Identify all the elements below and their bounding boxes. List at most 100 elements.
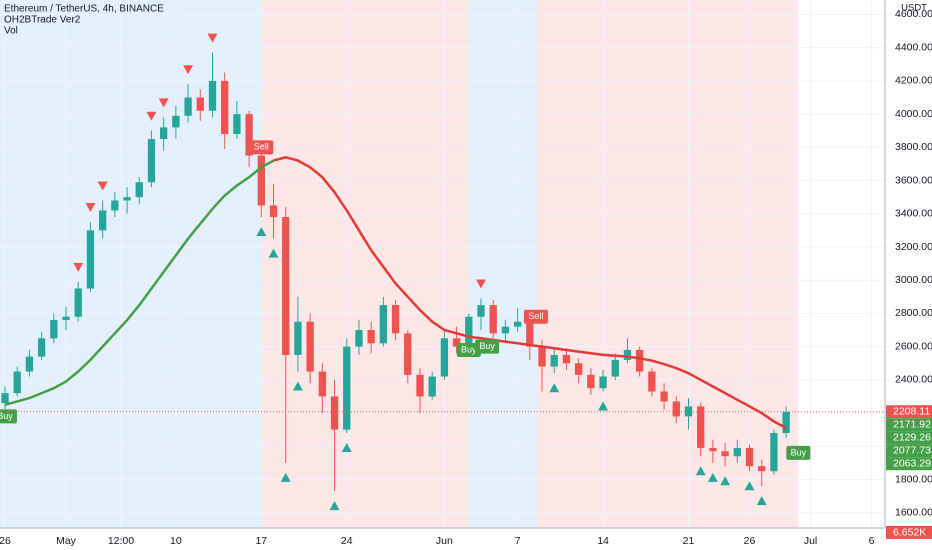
axes: 1600.001800.002000.002200.002400.002600.… (0, 8, 932, 547)
sell-marker (97, 181, 108, 191)
sell-marker (158, 98, 169, 108)
price-label-box (886, 457, 932, 471)
y-tick-label: 4400.00 (895, 41, 932, 53)
background (0, 0, 885, 528)
candle-body (355, 330, 363, 347)
price-label-box (886, 405, 932, 419)
buy-marker (720, 476, 731, 486)
x-tick-label: 26 (744, 535, 756, 547)
signal-label: Buy (0, 411, 13, 421)
y-tick-label: 3400.00 (895, 208, 932, 220)
price-label-box (886, 444, 932, 458)
buy-marker (695, 466, 706, 476)
candle-body (611, 359, 619, 377)
buy-marker (549, 383, 560, 393)
y-tick-label: 4200.00 (895, 75, 932, 87)
candle-body (367, 330, 375, 344)
sell-marker (476, 279, 487, 289)
sell-marker (207, 33, 218, 43)
buy-marker (329, 501, 340, 511)
price-label: 2129.26 (893, 432, 931, 444)
x-tick-label: Jul (804, 535, 817, 547)
candle-body (501, 326, 510, 334)
candle-body (489, 305, 497, 334)
candle-body (147, 139, 156, 183)
candle-body (428, 376, 436, 397)
chart-title: Ethereum / TetherUS, 4h, BINANCE (4, 4, 164, 15)
signal-label-box (249, 140, 274, 155)
candle-body (587, 374, 595, 389)
candle-body (733, 447, 741, 457)
candle-body (391, 305, 400, 334)
candle-body (709, 447, 717, 452)
buy-marker (268, 248, 279, 258)
candle-body (684, 406, 693, 417)
sell-marker (73, 262, 84, 272)
candle-body (13, 371, 21, 394)
x-tick-label: May (56, 535, 77, 547)
indicator-title: OH2BTrade Ver2 (4, 15, 81, 26)
price-label-box (886, 431, 932, 445)
session-band (468, 0, 538, 528)
y-tick-label: 4600.00 (895, 8, 932, 20)
buy-marker (744, 481, 755, 491)
volume-title: Vol (4, 26, 18, 37)
candle-body (37, 338, 46, 357)
buy-marker (756, 496, 767, 506)
candle-body (172, 115, 180, 128)
signal-label-box (523, 309, 548, 324)
candle-body (282, 217, 290, 355)
buy-marker (598, 401, 609, 411)
candle-body (697, 406, 705, 448)
candle-body (660, 391, 668, 402)
x-tick-label: 14 (597, 535, 609, 547)
candle-body (574, 363, 583, 375)
candle-body (452, 338, 461, 347)
candle-body (160, 127, 168, 140)
candle-body (440, 338, 449, 377)
candle-body (208, 80, 217, 111)
volume-label: 6.652K (893, 526, 926, 538)
x-tick-label: 12:00 (108, 535, 134, 547)
y-tick-label: 1600.00 (895, 507, 932, 519)
candle-body (672, 401, 680, 417)
signal-label-box (0, 409, 18, 424)
sell-marker (85, 203, 96, 213)
x-tick-label: 10 (170, 535, 182, 547)
candle-body (318, 371, 327, 397)
signal-label: Buy (791, 447, 807, 457)
sell-marker (146, 111, 157, 121)
candle-body (465, 316, 473, 347)
candle-body (770, 432, 778, 472)
candle-body (538, 346, 546, 367)
candle-body (233, 114, 241, 135)
candle-body (50, 320, 58, 339)
x-tick-label: 21 (683, 535, 695, 547)
y-tick-label: 3000.00 (895, 274, 932, 286)
candle-body (550, 354, 558, 367)
x-tick-label: 24 (341, 535, 353, 547)
signal-label: Buy (479, 341, 495, 351)
buy-marker (292, 381, 303, 391)
candle-body (416, 374, 424, 397)
candle-body (636, 349, 644, 372)
price-label: 2077.73 (893, 445, 931, 457)
signal-label: Sell (254, 142, 269, 152)
moving-average (273, 156, 787, 430)
candle-body (562, 354, 571, 364)
candle-body (782, 411, 790, 433)
price-label: 2171.92 (893, 419, 931, 431)
candle-body (245, 114, 253, 156)
buy-marker (280, 472, 291, 482)
candle-body (294, 321, 302, 355)
candle-body (330, 396, 339, 430)
candle-body (404, 333, 412, 375)
price-label-box (886, 418, 932, 432)
sell-marker (183, 65, 194, 75)
candle-body (135, 182, 143, 198)
candle-body (86, 230, 95, 289)
buy-marker (256, 227, 267, 237)
candle-body (257, 155, 265, 206)
buy-marker (707, 472, 718, 482)
